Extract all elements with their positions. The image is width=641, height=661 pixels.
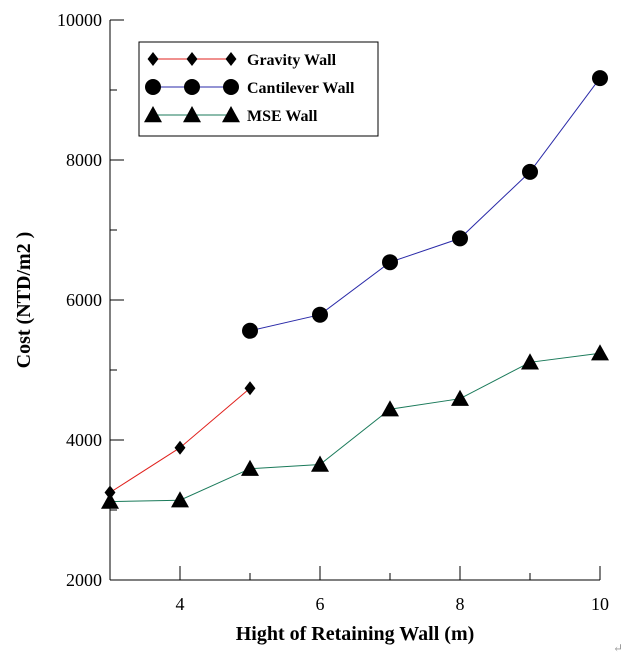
data-point xyxy=(171,491,189,508)
series-diamond xyxy=(104,381,256,500)
x-tick-label: 8 xyxy=(456,594,465,614)
return-mark: ↵ xyxy=(613,641,623,655)
y-tick-label: 6000 xyxy=(66,290,102,310)
data-point xyxy=(241,459,259,476)
data-point xyxy=(242,322,258,339)
legend-marker xyxy=(183,106,201,123)
series-circle xyxy=(242,70,608,339)
legend-label: Cantilever Wall xyxy=(247,80,355,97)
y-tick-label: 2000 xyxy=(66,570,102,590)
x-tick-label: 10 xyxy=(591,594,609,614)
legend-marker xyxy=(145,79,161,95)
data-point xyxy=(451,389,469,406)
data-point xyxy=(521,353,539,370)
data-point xyxy=(174,440,186,455)
legend-marker xyxy=(222,106,240,123)
data-point xyxy=(244,381,256,396)
series-triangle xyxy=(101,344,609,509)
legend-marker xyxy=(184,79,200,95)
x-tick-label: 4 xyxy=(176,594,185,614)
x-axis-title: Hight of Retaining Wall (m) xyxy=(236,623,475,645)
series-line xyxy=(109,352,601,503)
series-line xyxy=(249,77,601,332)
y-tick-label: 4000 xyxy=(66,430,102,450)
legend-marker xyxy=(225,52,237,66)
legend-marker xyxy=(144,106,162,123)
series-line xyxy=(109,387,251,493)
y-tick-label: 10000 xyxy=(57,10,102,30)
y-axis-title: Cost (NTD/m2 ) xyxy=(13,232,35,369)
legend-box xyxy=(138,41,379,137)
data-point xyxy=(382,254,398,271)
legend-label: Gravity Wall xyxy=(247,52,337,69)
legend-label: MSE Wall xyxy=(247,108,318,125)
axes: 2000 4000 6000 8000 10000 4 6 8 10 xyxy=(57,10,609,614)
data-point xyxy=(311,455,329,472)
data-point xyxy=(452,230,468,247)
data-point xyxy=(381,400,399,417)
data-point xyxy=(101,492,119,509)
data-point xyxy=(104,485,116,500)
legend: Gravity Wall Cantilever Wall MSE Wall xyxy=(138,41,379,137)
legend-marker xyxy=(223,79,239,95)
legend-marker xyxy=(147,52,159,66)
data-point xyxy=(592,70,608,87)
x-tick-label: 6 xyxy=(316,594,325,614)
series-layer xyxy=(101,70,609,509)
data-point xyxy=(522,163,538,180)
y-tick-label: 8000 xyxy=(66,150,102,170)
data-point xyxy=(591,344,609,361)
legend-marker xyxy=(186,52,198,66)
data-point xyxy=(312,306,328,323)
